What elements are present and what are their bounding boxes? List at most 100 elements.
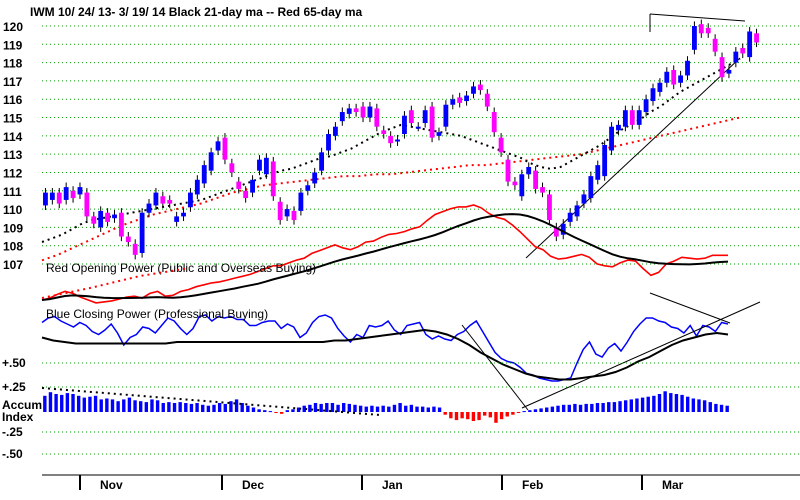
- cp-downtrend: [461, 324, 529, 411]
- accum-bar: [612, 402, 617, 412]
- month-label: Jan: [382, 478, 403, 492]
- candle-body: [443, 104, 449, 127]
- accum-bar: [477, 412, 481, 421]
- accum-bar: [482, 412, 487, 416]
- candle-body: [63, 187, 69, 200]
- accum-bar: [398, 403, 402, 412]
- candle-body: [415, 126, 421, 129]
- candle-body: [705, 27, 711, 34]
- candle-body: [49, 192, 55, 200]
- accum-bar: [155, 400, 160, 412]
- accum-bar: [138, 401, 143, 412]
- candle-body: [353, 108, 359, 113]
- opening-power-ma-line: [41, 213, 729, 301]
- accum-bar: [550, 406, 555, 412]
- candle-body: [215, 141, 221, 151]
- accum-bar: [127, 397, 132, 412]
- accum-bar: [133, 400, 137, 412]
- accum-bar: [646, 396, 650, 412]
- accum-bar: [223, 403, 227, 412]
- accum-bar: [601, 403, 605, 412]
- price-tick-label: 114: [3, 130, 23, 144]
- price-tick-label: 107: [3, 258, 23, 272]
- candle-body: [77, 187, 83, 195]
- accum-bar: [545, 407, 549, 412]
- accum-bar: [167, 402, 171, 412]
- accum-bar: [607, 402, 611, 412]
- chart-title: IWM 10/ 24/ 13- 3/ 19/ 14 Black 21-day m…: [30, 5, 362, 19]
- candle-body: [422, 110, 428, 124]
- accum-bar: [494, 412, 498, 423]
- candle-body: [726, 69, 732, 74]
- candle-body: [312, 172, 318, 184]
- resistance-trendline: [649, 13, 746, 22]
- accum-bar: [437, 407, 442, 412]
- accum-bar: [516, 412, 521, 413]
- candle-body: [125, 236, 131, 243]
- candle-body: [698, 24, 704, 34]
- accum-bar: [392, 404, 397, 412]
- accum-bar: [725, 405, 729, 412]
- price-candles: [43, 19, 759, 260]
- candle-body: [174, 216, 180, 222]
- candle-body: [408, 110, 414, 124]
- candle-body: [360, 106, 366, 118]
- candle-body: [678, 75, 684, 83]
- candle-body: [636, 110, 642, 125]
- candle-body: [98, 210, 104, 228]
- accum-bar: [635, 398, 639, 412]
- candle-body: [691, 26, 697, 50]
- accum-bar: [48, 392, 53, 412]
- price-tick-label: 117: [3, 75, 23, 89]
- candle-body: [498, 137, 504, 153]
- price-tick-label: 116: [3, 93, 23, 107]
- price-tick-label: 115: [3, 112, 23, 126]
- price-tick-label: 119: [3, 38, 23, 52]
- accum-bar: [184, 403, 188, 412]
- accum-index-bars: [43, 391, 729, 423]
- candle-body: [650, 88, 656, 102]
- accum-bar: [93, 395, 98, 412]
- accum-bar: [43, 395, 47, 412]
- candle-body: [291, 210, 297, 221]
- accum-bar: [680, 394, 684, 412]
- candle-body: [229, 163, 235, 173]
- candle-body: [484, 93, 490, 107]
- candle-body: [526, 166, 532, 175]
- candle-body: [332, 126, 338, 136]
- month-label: Mar: [662, 478, 684, 492]
- accum-bar: [669, 393, 673, 412]
- candle-body: [567, 212, 573, 222]
- accum-bar: [358, 405, 363, 412]
- accum-bar: [330, 403, 335, 412]
- accum-bar: [460, 412, 464, 419]
- accum-bar: [116, 401, 120, 412]
- candle-body: [574, 205, 580, 217]
- candle-body: [139, 212, 145, 254]
- accum-bar: [415, 406, 419, 412]
- candle-body: [464, 95, 470, 102]
- accum-tick-label: Accum: [2, 398, 42, 412]
- accum-bar: [195, 403, 199, 412]
- accum-bar: [217, 403, 222, 412]
- candle-body: [339, 112, 345, 122]
- month-label: Feb: [522, 478, 543, 492]
- candle-body: [429, 106, 435, 138]
- closing-power-line: [41, 314, 729, 382]
- accum-bar: [319, 403, 323, 412]
- candle-body: [243, 190, 249, 199]
- price-tick-label: 118: [3, 57, 23, 71]
- price-tick-label: 112: [3, 166, 23, 180]
- accum-bar: [691, 398, 696, 412]
- accum-bar: [302, 405, 306, 412]
- accum-bar: [640, 397, 645, 412]
- accum-bar: [443, 412, 447, 415]
- accum-bar: [426, 407, 430, 412]
- candle-body: [132, 243, 138, 255]
- accum-bar: [556, 405, 560, 412]
- opening-power-label: Red Opening Power (Public and Overseas B…: [46, 261, 316, 275]
- accum-bar: [466, 412, 470, 420]
- candle-body: [160, 196, 166, 204]
- candle-body: [547, 194, 552, 221]
